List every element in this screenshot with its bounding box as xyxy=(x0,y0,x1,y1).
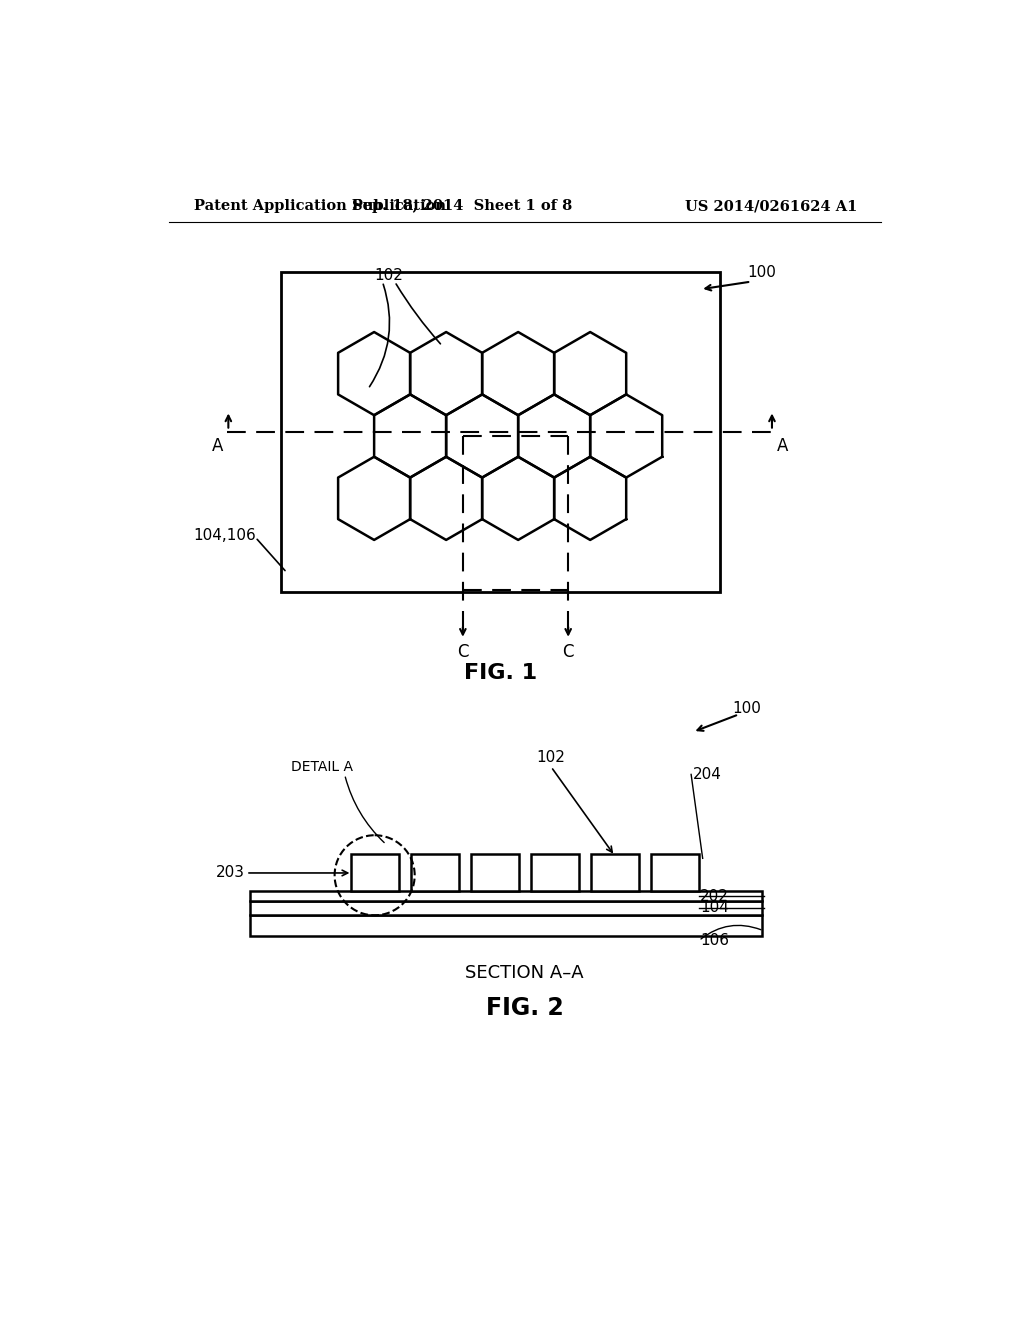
Bar xyxy=(250,915,762,936)
Bar xyxy=(651,854,698,891)
Text: SECTION A–A: SECTION A–A xyxy=(466,964,584,982)
Bar xyxy=(250,900,762,915)
Text: A: A xyxy=(212,437,223,455)
Bar xyxy=(250,891,762,900)
Text: 102: 102 xyxy=(537,750,565,766)
Text: 100: 100 xyxy=(732,701,761,717)
Text: 202: 202 xyxy=(700,888,729,904)
Text: Patent Application Publication: Patent Application Publication xyxy=(194,199,445,213)
Text: 104: 104 xyxy=(700,900,729,915)
Text: FIG. 1: FIG. 1 xyxy=(464,663,537,682)
Text: 203: 203 xyxy=(215,866,245,880)
Text: C: C xyxy=(562,643,573,661)
Text: Sep. 18, 2014  Sheet 1 of 8: Sep. 18, 2014 Sheet 1 of 8 xyxy=(351,199,571,213)
Text: 106: 106 xyxy=(700,933,729,948)
Bar xyxy=(591,854,639,891)
Text: C: C xyxy=(457,643,469,661)
Text: DETAIL A: DETAIL A xyxy=(291,760,352,774)
Text: A: A xyxy=(777,437,788,455)
Text: FIG. 2: FIG. 2 xyxy=(486,995,563,1020)
Text: 100: 100 xyxy=(748,265,776,280)
Bar xyxy=(411,854,459,891)
Text: 104,106: 104,106 xyxy=(194,528,256,544)
Bar xyxy=(351,854,398,891)
Bar xyxy=(531,854,579,891)
Bar xyxy=(471,854,518,891)
Text: US 2014/0261624 A1: US 2014/0261624 A1 xyxy=(685,199,857,213)
Bar xyxy=(281,272,720,591)
Text: 204: 204 xyxy=(692,767,722,781)
Text: 102: 102 xyxy=(374,268,403,282)
